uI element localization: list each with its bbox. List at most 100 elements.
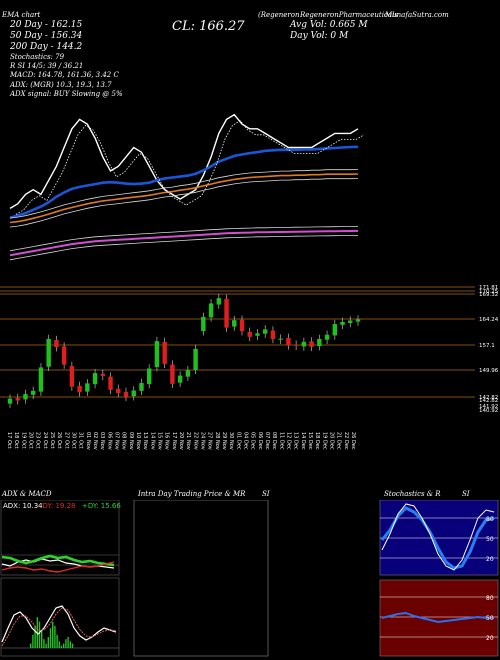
date-tick-label: 07 Nov	[114, 432, 120, 450]
date-tick-label: 13 Dec	[293, 432, 299, 450]
price-level-label: 140.92	[479, 408, 498, 414]
macd-hist-bar	[52, 621, 54, 648]
macd-readout: MACD: 164.78, 161.36, 3.42 C	[10, 71, 119, 79]
candle	[293, 344, 299, 346]
macd-hist-bar	[71, 643, 74, 648]
candle	[85, 383, 90, 392]
date-axis: 17 Oct 18 Oct 19 Oct 20 Oct 23 Oct 24 Oct 25 O…	[6, 432, 356, 450]
intraday-si: SI	[262, 490, 270, 498]
macd-hist-bar	[30, 643, 32, 648]
candle	[255, 333, 260, 336]
date-tick-label: 22 Nov	[192, 432, 198, 450]
candle	[154, 341, 160, 368]
stoch-panel-frame	[379, 500, 499, 576]
ema50-line-band	[9, 178, 359, 228]
macd-hist-bar	[41, 630, 43, 648]
date-tick-label: 26 Dec	[350, 432, 356, 450]
price-level-label: 141.92	[479, 404, 498, 410]
price-level-label: 157.1	[479, 343, 495, 349]
candle	[193, 348, 198, 370]
date-tick-label: 01 Nov	[85, 432, 91, 450]
candle	[46, 339, 51, 367]
date-tick-label: 18 Dec	[314, 432, 320, 450]
stochastics-readout: Stochastics: 79	[10, 53, 65, 61]
date-tick-label: 21 Dec	[336, 432, 342, 450]
candle	[54, 340, 59, 348]
intraday-title: Intra Day Trading Price & MR	[138, 490, 246, 498]
candle	[38, 367, 44, 392]
ema200-line	[9, 229, 359, 257]
date-tick-label: 04 Dec	[243, 432, 249, 450]
candle	[348, 320, 353, 324]
company-name: RegeneronPharmaceuticals	[300, 11, 398, 19]
dotted-average-line	[15, 120, 365, 215]
macd-hist-bar	[49, 628, 52, 648]
stoch-level-label: 80	[486, 516, 494, 523]
date-tick-label: 17 Oct	[6, 432, 12, 449]
candle	[324, 334, 330, 340]
date-tick-label: 24 Oct	[42, 432, 48, 449]
adx-signal: ADX signal: BUY Slowing @ 5%	[10, 90, 123, 98]
date-tick-label: 10 Nov	[135, 432, 141, 450]
date-tick-label: 21 Nov	[185, 432, 191, 450]
price-level-label: 169.32	[479, 292, 498, 298]
candle	[23, 394, 28, 400]
date-tick-label: 26 Oct	[56, 432, 62, 449]
date-tick-label: 30 Oct	[71, 432, 77, 449]
day-volume: Day Vol: 0 M	[290, 31, 349, 41]
minus-dy-series	[1, 561, 115, 573]
indicator-panels: ADX: 10.34 -DY: 19.28 +DY: 15.66 80 50 2…	[0, 500, 499, 657]
candle	[108, 376, 113, 390]
rsi-level-label: 20	[486, 635, 494, 642]
candle	[270, 330, 276, 339]
candle	[92, 373, 98, 385]
candle	[263, 329, 268, 334]
ema50-label: 50 Day - 156.34	[10, 31, 83, 41]
minus-dy-value: -DY: 19.28	[40, 502, 76, 510]
date-tick-label: 08 Dec	[271, 432, 277, 450]
ema20-line	[9, 145, 359, 220]
date-tick-label: 31 Oct	[78, 432, 84, 449]
date-tick-label: 25 Oct	[49, 432, 55, 449]
macd-hist-bar	[69, 641, 71, 648]
candle	[301, 341, 307, 347]
ema50-line	[9, 173, 359, 224]
macd-hist-bar	[47, 637, 49, 648]
candle	[309, 341, 314, 347]
macd-histogram	[30, 617, 74, 648]
candle	[340, 321, 345, 325]
price-level-label: 142.82	[479, 398, 498, 404]
candle	[15, 397, 20, 401]
candle	[170, 364, 175, 384]
macd-hist-bar	[43, 639, 45, 648]
candle	[162, 341, 167, 364]
date-tick-label: 27 Oct	[63, 432, 69, 449]
rsi-line	[381, 611, 494, 624]
date-tick-label: 06 Dec	[257, 432, 263, 450]
date-tick-label: 17 Nov	[171, 432, 177, 450]
candle	[69, 366, 75, 387]
candle	[317, 339, 322, 347]
macd-hist-bar	[65, 639, 67, 648]
plus-dy-value: +DY: 15.66	[82, 502, 121, 510]
macd-hist-bar	[32, 634, 34, 648]
ema-chart-label: EMA chart	[2, 11, 41, 19]
date-tick-label: 03 Nov	[99, 432, 105, 450]
candle	[232, 320, 237, 327]
adx-value: ADX: 10.34	[3, 502, 43, 510]
rsi-level-label: 50	[486, 615, 494, 622]
date-tick-label: 14 Nov	[149, 432, 155, 450]
candle	[185, 370, 191, 377]
date-tick-label: 12 Dec	[286, 432, 292, 450]
candle	[278, 338, 283, 340]
candle	[247, 331, 252, 337]
price-level-label: 164.24	[479, 317, 499, 323]
date-tick-label: 22 Dec	[343, 432, 349, 450]
stoch-title: Stochastics & R	[384, 490, 441, 498]
candle	[77, 385, 82, 393]
symbol-tag: (Regeneron	[258, 11, 300, 19]
candle	[332, 324, 337, 336]
signal-line	[1, 607, 117, 647]
stoch-d-line	[380, 506, 495, 570]
